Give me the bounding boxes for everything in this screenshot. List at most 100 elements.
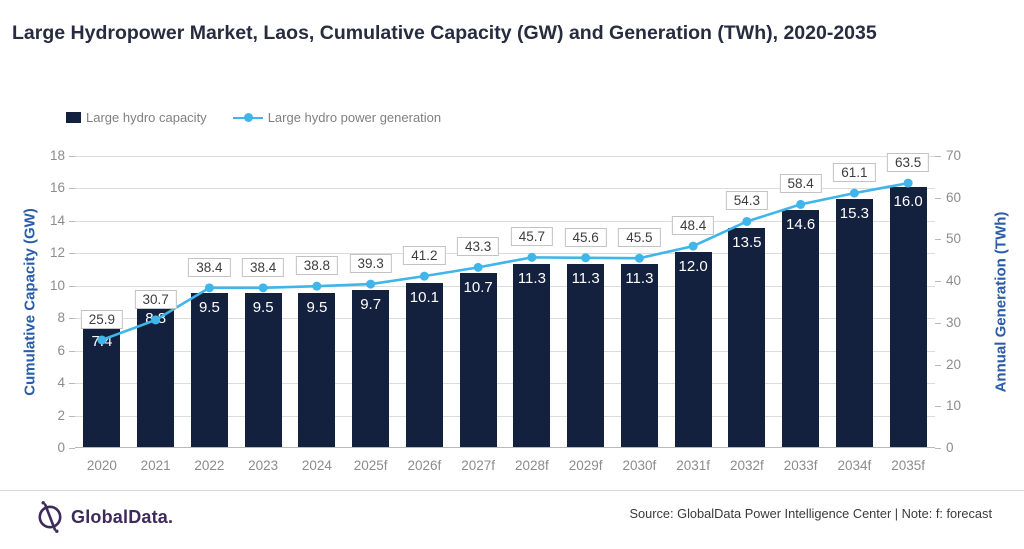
left-axis-tick-label: 12 [49,245,65,261]
right-axis-tick-label: 30 [946,314,962,330]
line-value-label: 54.3 [725,191,769,211]
left-axis-tick [69,188,75,190]
x-axis-tick-label: 2030f [622,458,657,473]
line-value-label: 61.1 [833,163,876,183]
footer-divider [0,490,1024,491]
left-axis-tick [69,156,75,157]
bar [728,228,766,447]
bar-value-label: 10.1 [409,289,439,307]
line-point [688,241,698,251]
legend-item-generation: Large hydro power generation [232,110,442,125]
bar [567,263,605,447]
left-axis-tick-label: 18 [49,148,65,163]
bar-value-label: 8.8 [145,310,167,328]
globaldata-logo-icon [38,501,62,533]
bar-value-label: 11.3 [571,269,600,287]
bar [674,252,712,447]
right-axis-tick [935,448,941,449]
line-point [258,283,268,293]
line-value-label: 45.6 [564,227,607,247]
left-axis-tick [69,415,75,417]
left-axis-tick-label: 8 [57,310,65,326]
x-axis-tick-label: 2033f [783,458,818,473]
right-axis-tick-label: 50 [946,231,962,247]
right-axis-tick-label: 70 [946,148,962,163]
bar-value-label: 9.5 [306,298,328,316]
globaldata-logo-text: GlobalData. [71,506,174,527]
left-axis-tick [69,383,75,385]
x-axis-tick-label: 2023 [248,458,279,473]
right-axis-tick [935,239,941,241]
right-axis-tick [935,364,941,366]
right-axis-tick-label: 40 [946,273,962,289]
bar [513,263,551,447]
bar [459,273,497,447]
right-axis-title: Annual Generation (TWh) [992,211,1010,393]
bar [352,289,390,447]
line-value-label: 30.7 [134,289,177,309]
legend: Large hydro capacity Large hydro power g… [66,110,441,125]
line-value-label: 25.9 [80,309,124,329]
globaldata-logo: GlobalData. [36,501,173,533]
x-axis-tick-label: 2024 [301,458,332,473]
line-point [634,253,644,263]
left-axis-tick [69,220,75,222]
line-value-label: 43.3 [456,237,500,257]
x-axis-tick-label: 2022 [194,458,225,473]
bar-swatch-icon [66,112,81,123]
bar-value-label: 9.5 [252,298,274,316]
line-value-label: 45.7 [510,227,554,247]
legend-item-capacity: Large hydro capacity [66,110,207,125]
right-axis-tick-label: 60 [946,189,962,205]
page-title: Large Hydropower Market, Laos, Cumulativ… [12,22,877,44]
bar [298,292,336,447]
line-value-label: 39.3 [349,254,392,274]
line-point [849,188,859,198]
left-axis-tick [69,350,75,352]
bar-value-label: 15.3 [839,204,869,222]
bar-value-label: 12.0 [678,258,708,276]
left-axis-tick [69,318,75,320]
gridline [75,156,935,157]
bar [620,263,658,447]
x-axis-tick-label: 2035f [891,458,926,473]
legend-capacity-label: Large hydro capacity [86,110,207,125]
line-value-label: 48.4 [671,216,715,236]
left-axis-tick-label: 14 [49,212,65,228]
right-axis-tick [935,406,941,408]
right-axis-tick [935,281,941,283]
line-value-label: 58.4 [779,174,822,194]
bar [190,292,228,447]
right-axis-tick-label: 0 [946,440,954,455]
line-point [581,253,591,263]
line-value-label: 38.4 [241,257,285,277]
bar-value-label: 9.7 [360,295,382,313]
left-axis-title: Cumulative Capacity (GW) [21,208,39,396]
right-axis-tick [935,197,941,199]
gridline [75,383,935,385]
bar [782,210,820,447]
x-axis-tick-label: 2028f [514,458,549,473]
bar-value-label: 16.0 [893,193,923,211]
right-axis-tick [935,322,941,324]
bar [835,198,873,447]
legend-generation-label: Large hydro power generation [267,110,442,125]
line-point [419,271,429,281]
bar-value-label: 14.6 [786,216,816,234]
line-marker-icon [232,112,263,123]
x-axis-tick-label: 2025f [353,458,388,473]
x-axis-tick-label: 2029f [568,458,603,473]
plot-area: 7.4 2020 8.8 2021 9.5 2022 9.5 2023 9.5 2024 9.7 20… [75,153,935,473]
line-value-label: 45.5 [618,228,661,248]
bar-value-label: 10.7 [463,279,493,297]
x-axis-tick-label: 2026f [407,458,442,473]
left-axis-tick [69,448,75,449]
line-value-label: 63.5 [886,153,930,173]
bar [244,292,282,447]
source-note: Source: GlobalData Power Intelligence Ce… [629,506,992,521]
line-value-label: 41.2 [403,246,446,266]
bar-value-label: 9.5 [198,298,220,316]
left-axis-tick-label: 2 [57,407,65,423]
bar-value-label: 7.4 [91,332,113,350]
